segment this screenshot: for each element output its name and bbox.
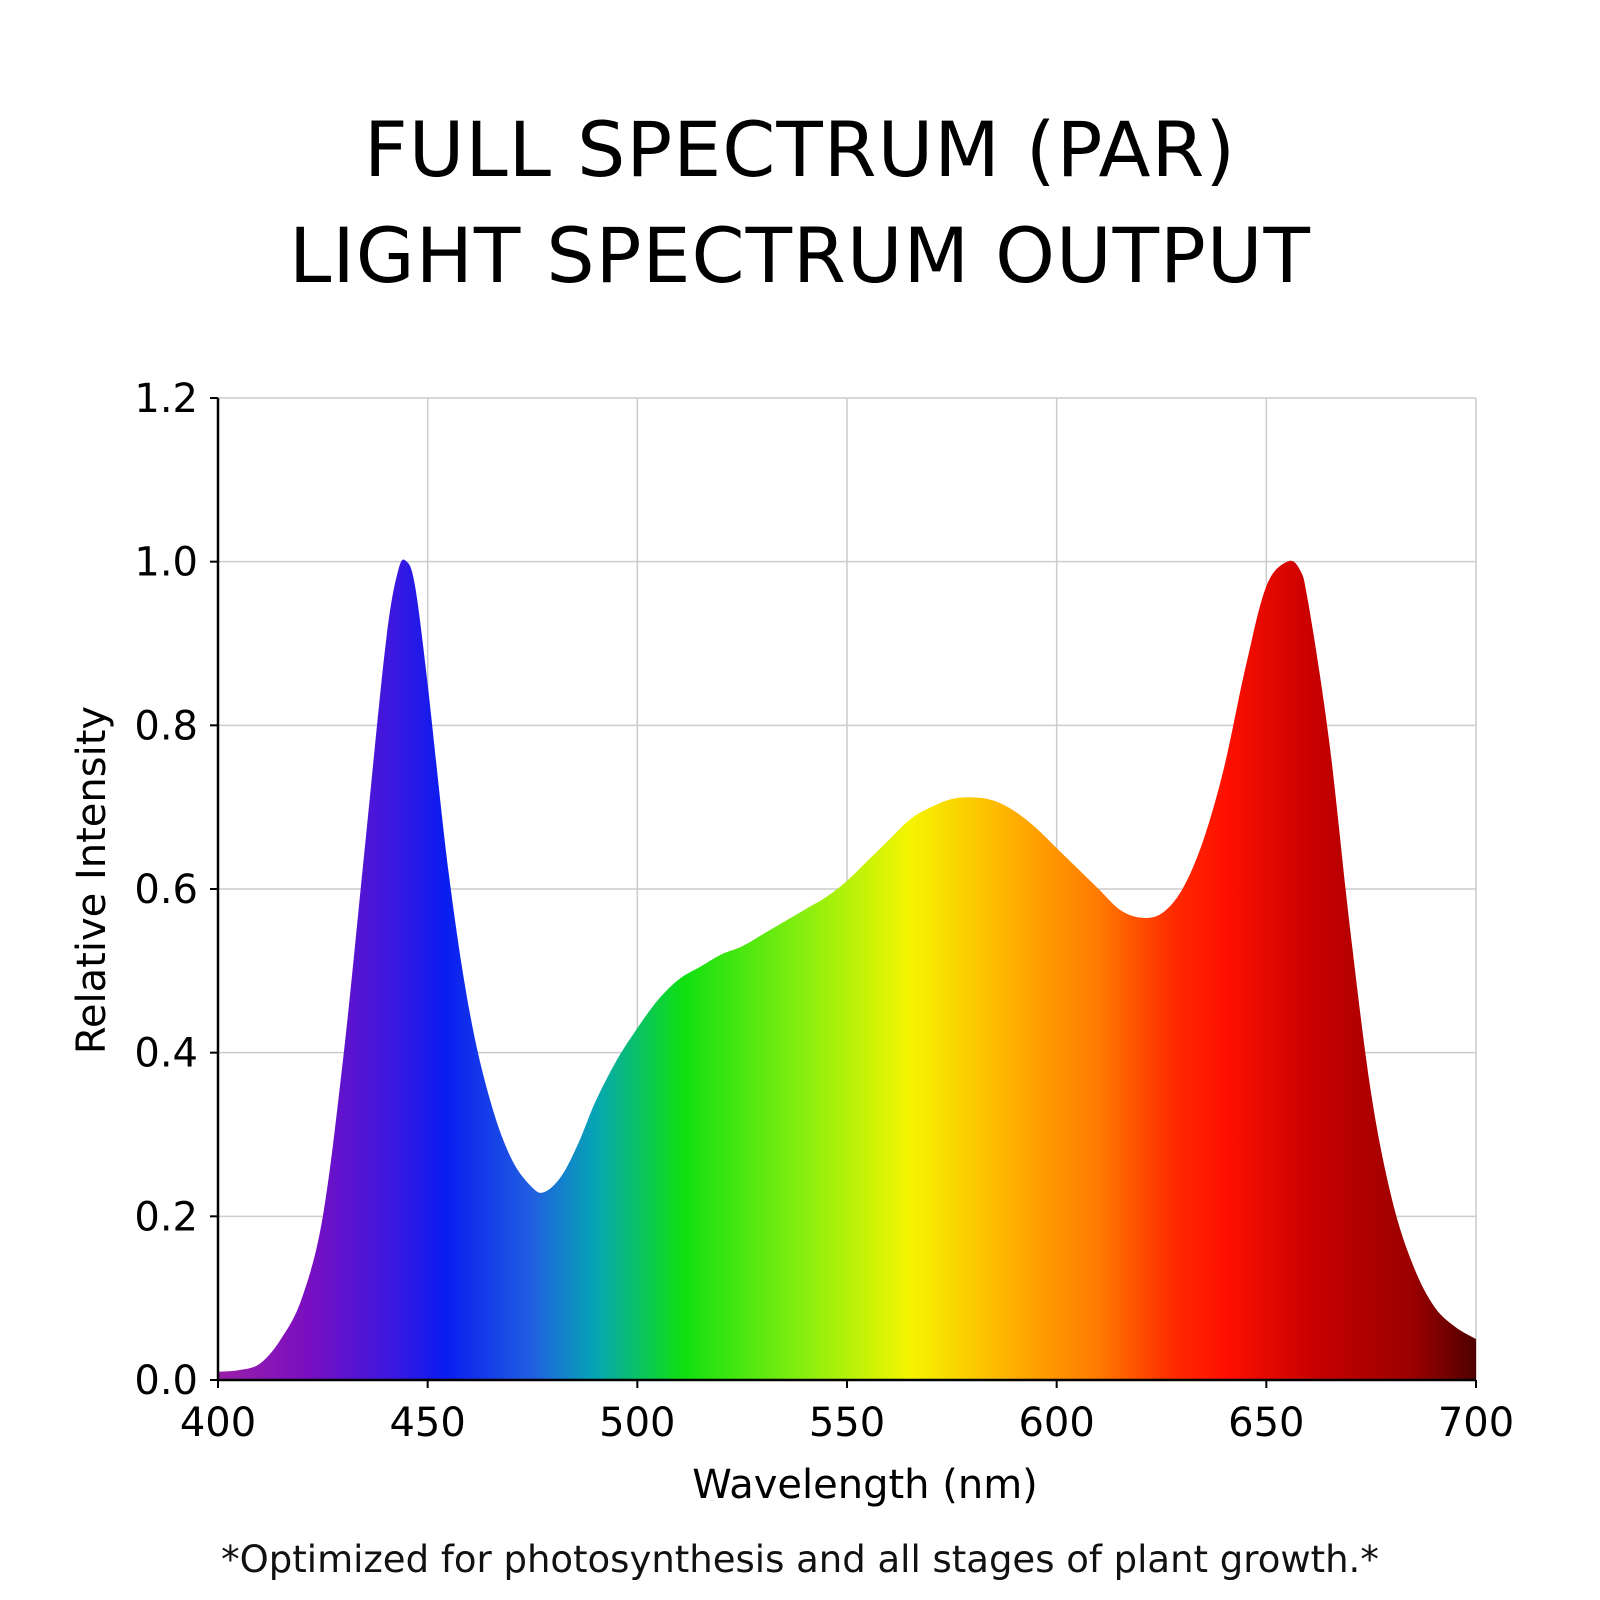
x-tick-label: 550: [809, 1400, 885, 1446]
x-tick-label: 650: [1228, 1400, 1304, 1446]
x-tick-label: 450: [389, 1400, 465, 1446]
x-tick-label: 500: [599, 1400, 675, 1446]
x-tick-label: 600: [1018, 1400, 1094, 1446]
y-tick-label: 1.0: [134, 540, 198, 586]
x-axis-label: Wavelength (nm): [692, 1462, 1038, 1508]
y-tick-label: 0.6: [134, 867, 198, 913]
x-tick-label: 700: [1438, 1400, 1514, 1446]
tick-labels: 0.0 0.2 0.4 0.6 0.8 1.0 1.2 400 450 500 550 600 650 7…: [134, 376, 1514, 1446]
y-tick-label: 0.0: [134, 1358, 198, 1404]
chart-title-line-1: FULL SPECTRUM (PAR): [364, 105, 1236, 194]
spectrum-area-layer: [218, 559, 1476, 1380]
y-tick-label: 0.8: [134, 703, 198, 749]
y-tick-label: 1.2: [134, 376, 198, 422]
axes: [210, 397, 1477, 1388]
y-axis-label: Relative Intensity: [69, 706, 115, 1054]
y-tick-label: 0.2: [134, 1194, 198, 1240]
y-tick-label: 0.4: [134, 1031, 198, 1077]
x-tick-label: 400: [180, 1400, 256, 1446]
chart-title-line-2: LIGHT SPECTRUM OUTPUT: [289, 211, 1311, 300]
spectrum-area: [218, 559, 1476, 1380]
footnote: *Optimized for photosynthesis and all st…: [221, 1538, 1379, 1581]
